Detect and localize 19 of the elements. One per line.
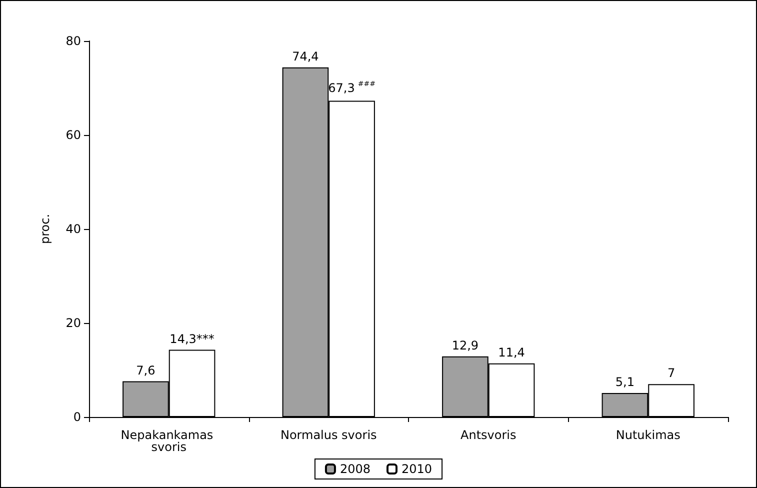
x-tick-label: Normalus svoris: [280, 428, 377, 442]
y-tick-label: 80: [66, 34, 81, 48]
data-label: 11,4: [498, 345, 525, 360]
data-label: 7: [667, 366, 676, 380]
data-label: 12,9: [452, 338, 479, 352]
y-tick-label: 20: [66, 316, 81, 330]
y-axis-title: proc.: [38, 214, 52, 244]
x-tick-label: Antsvoris: [460, 428, 516, 442]
data-label: 14,3***: [170, 332, 214, 346]
data-label: 5,1: [615, 375, 635, 390]
y-tick-label: 40: [66, 222, 81, 236]
x-tick-label: Nepakankamas svoris: [120, 428, 217, 454]
x-tick-label: Nutukimas: [616, 428, 680, 442]
y-tick-label: 0: [73, 410, 81, 424]
data-label: 7,6: [136, 363, 156, 378]
data-label: 74,4: [292, 49, 319, 64]
y-tick-label: 60: [66, 128, 81, 142]
legend-label: 2008: [340, 462, 371, 476]
legend-label: 2010: [402, 462, 432, 476]
